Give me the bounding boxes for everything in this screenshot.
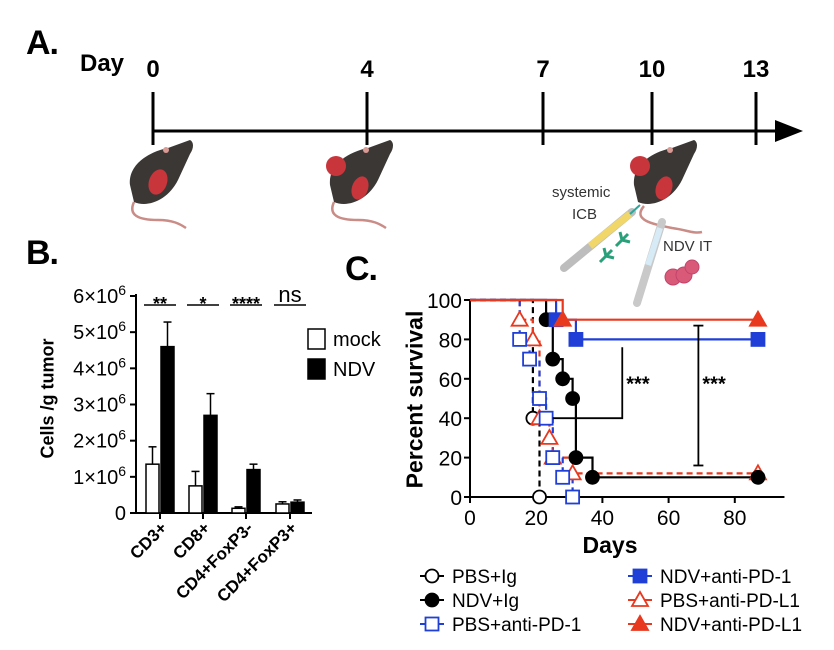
survival-xtick-label: 80 xyxy=(723,507,746,530)
survival-ytick-label: 80 xyxy=(439,329,462,352)
survival-ytick-label: 20 xyxy=(439,448,462,471)
survival-point-PBS+anti-PD-L1 xyxy=(510,309,530,327)
significance-bracket xyxy=(552,347,624,420)
timeline-diagram xyxy=(129,92,803,307)
virus-icon xyxy=(664,259,700,286)
survival-point-PBS+anti-PD-1 xyxy=(555,469,571,485)
survival-point-PBS+Ig xyxy=(532,489,547,505)
panel-b-label: B. xyxy=(26,234,59,272)
survival-curve-PBS+Ig xyxy=(470,298,541,497)
survival-point-PBS+anti-PD-1 xyxy=(522,351,537,367)
timeline-arrowhead xyxy=(775,120,803,142)
panel-c-label: C. xyxy=(345,250,378,288)
survival-curve-NDV+anti-PD-L1 xyxy=(470,298,758,321)
significance-label: ns xyxy=(278,282,301,307)
panel-a-label: A. xyxy=(26,24,59,62)
significance-label: ** xyxy=(153,294,167,314)
survival-point-NDV+Ig xyxy=(545,351,561,367)
legend-label-NDV: NDV xyxy=(333,359,376,381)
significance-label: *** xyxy=(626,374,650,396)
icb-label: ICB xyxy=(572,206,598,223)
survival-xtick-label: 40 xyxy=(591,507,614,530)
bar-chart: 01×1062×1063×1064×1065×1066×106CD3+**CD8… xyxy=(73,282,382,606)
bar-mock xyxy=(231,507,246,514)
survival-point-NDV+Ig xyxy=(565,391,581,406)
timeline-day-7: 7 xyxy=(536,56,550,83)
timeline-day-label: Day xyxy=(80,50,125,77)
bar-NDV xyxy=(160,345,175,514)
timeline-day-0: 0 xyxy=(146,56,160,83)
bar-ytick-label: 0 xyxy=(115,503,126,525)
bar-ytick-label: 3×106 xyxy=(73,391,126,417)
survival-xtick-label: 60 xyxy=(657,507,680,530)
legend-label-mock: mock xyxy=(333,329,382,351)
survival-point-PBS+anti-PD-1 xyxy=(565,489,581,505)
bar-mock xyxy=(188,485,203,514)
timeline-day-10: 10 xyxy=(638,56,666,83)
ndv-syringe-icon xyxy=(633,218,666,307)
survival-xlabel: Days xyxy=(582,532,638,558)
legend-swatch-NDV xyxy=(307,358,326,380)
significance-label: * xyxy=(199,294,206,314)
survival-point-NDV+anti-PD-1 xyxy=(750,332,766,347)
bar-ytick-label: 5×106 xyxy=(73,318,126,344)
legend-marker-NDV+anti-PD-L1 xyxy=(630,614,650,631)
survival-curve-PBS+anti-PD-1 xyxy=(470,298,574,497)
legend-marker-PBS+anti-PD-1 xyxy=(424,616,440,632)
legend-label-NDV+Ig: NDV+Ig xyxy=(452,591,519,612)
legend-label-PBS+anti-PD-1: PBS+anti-PD-1 xyxy=(452,615,581,636)
bar-xtick-label: CD3+ xyxy=(126,518,171,563)
survival-point-NDV+anti-PD-L1 xyxy=(553,309,573,327)
bar-ytick-label: 1×106 xyxy=(73,463,126,489)
significance-label: **** xyxy=(232,294,260,314)
significance-label: *** xyxy=(702,374,726,396)
survival-point-PBS+anti-PD-L1 xyxy=(523,329,543,347)
survival-point-NDV+Ig xyxy=(568,450,584,466)
bar-NDV xyxy=(290,501,305,514)
survival-point-NDV+Ig xyxy=(555,371,571,387)
survival-point-NDV+anti-PD-1 xyxy=(568,332,584,347)
survival-ytick-label: 0 xyxy=(450,487,462,510)
bar-mock xyxy=(145,463,160,514)
survival-xtick-label: 0 xyxy=(464,507,476,530)
survival-point-PBS+anti-PD-1 xyxy=(538,410,554,426)
survival-ytick-label: 60 xyxy=(439,369,462,392)
survival-point-NDV+Ig xyxy=(750,469,766,485)
legend-label-NDV+anti-PD-1: NDV+anti-PD-1 xyxy=(660,567,791,588)
timeline-day-13: 13 xyxy=(742,56,770,83)
bar-ytick-label: 2×106 xyxy=(73,427,126,453)
survival-point-PBS+anti-PD-L1 xyxy=(539,428,559,445)
survival-ytick-label: 100 xyxy=(427,290,462,313)
survival-point-NDV+Ig xyxy=(585,469,600,485)
bar-NDV xyxy=(203,414,218,514)
survival-point-PBS+anti-PD-1 xyxy=(512,332,528,347)
survival-chart: 0 20 40 60 80 100 0 20 40 60 80 *** *** xyxy=(427,290,785,530)
icb-syringe-icon xyxy=(560,204,641,272)
legend-marker-PBS+anti-PD-L1 xyxy=(630,590,650,607)
bar-mock xyxy=(275,503,290,514)
survival-legend: PBS+Ig NDV+Ig PBS+anti-PD-1 NDV+anti-PD-1 PB… xyxy=(420,567,802,636)
survival-point-PBS+anti-PD-1 xyxy=(545,450,561,466)
antibody-icon xyxy=(598,231,631,264)
legend-marker-NDV+anti-PD-1 xyxy=(632,568,648,584)
bar-NDV xyxy=(246,468,261,514)
survival-point-PBS+anti-PD-1 xyxy=(532,391,547,406)
ndv-it-label: NDV IT xyxy=(663,238,713,255)
mouse-icon-day0 xyxy=(129,140,193,230)
bar-ytick-label: 4×106 xyxy=(73,354,126,380)
systemic-label: systemic xyxy=(552,184,611,201)
survival-xtick-label: 20 xyxy=(525,507,548,530)
mouse-icon-day4 xyxy=(326,140,393,230)
legend-label-PBS+Ig: PBS+Ig xyxy=(452,567,517,588)
legend-label-PBS+anti-PD-L1: PBS+anti-PD-L1 xyxy=(660,591,800,612)
legend-swatch-mock xyxy=(307,328,326,350)
legend-marker-PBS+Ig xyxy=(424,568,440,584)
survival-point-NDV+anti-PD-L1 xyxy=(748,309,768,327)
legend-marker-NDV+Ig xyxy=(424,592,440,608)
survival-ytick-label: 40 xyxy=(439,408,462,431)
timeline-day-4: 4 xyxy=(360,56,374,83)
legend-label-NDV+anti-PD-L1: NDV+anti-PD-L1 xyxy=(660,615,802,636)
bar-ytick-label: 6×106 xyxy=(73,282,126,308)
mouse-icon-day10 xyxy=(630,140,703,234)
